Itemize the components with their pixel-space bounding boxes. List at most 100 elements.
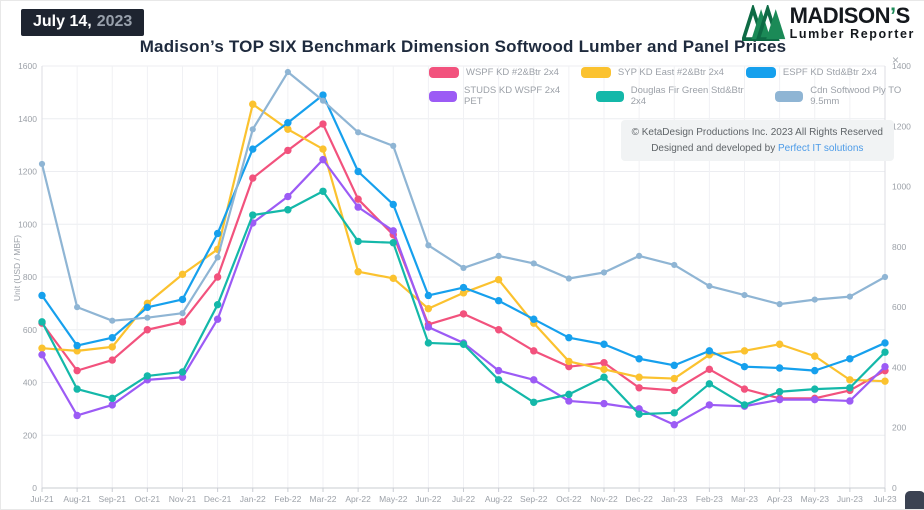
series-point	[284, 125, 292, 133]
series-point	[740, 362, 749, 371]
series-point	[459, 289, 468, 297]
legend-item-0[interactable]: WSPF KD #2&Btr 2x4	[429, 67, 559, 78]
legend-swatch-icon	[429, 67, 459, 78]
y-axis-tick-left: 1200	[18, 167, 37, 177]
x-axis-tick: Jul-22	[452, 494, 475, 504]
series-point	[775, 395, 784, 404]
x-axis-tick: Mar-23	[731, 494, 758, 504]
legend-label: Douglas Fir Green Std&Btr 2x4	[630, 85, 744, 107]
y-axis-tick-left: 0	[32, 483, 37, 493]
y-axis-tick-right: 600	[892, 302, 906, 312]
series-point	[635, 373, 643, 381]
chart-legend: WSPF KD #2&Btr 2x4 SYP KD East #2&Btr 2x4…	[429, 67, 924, 107]
series-point	[495, 252, 502, 259]
series-point	[635, 384, 643, 392]
y-axis-tick-left: 1400	[18, 114, 37, 124]
series-point	[319, 187, 327, 195]
legend-label: SYP KD East #2&Btr 2x4	[617, 67, 724, 78]
x-axis-tick: Jul-21	[30, 494, 53, 504]
y-axis-tick-right: 1000	[892, 182, 911, 192]
series-point	[846, 384, 854, 392]
series-point	[355, 129, 362, 136]
series-point	[635, 355, 643, 363]
series-point	[389, 200, 397, 209]
series-point	[775, 364, 784, 372]
date-badge-date: July 14,	[33, 13, 92, 30]
x-axis-tick: Jun-23	[837, 494, 863, 504]
y-axis-tick-left: 800	[23, 272, 37, 282]
series-point	[354, 237, 362, 246]
series-point	[740, 385, 749, 393]
x-axis-tick: Sep-21	[99, 494, 127, 504]
x-axis-tick: Feb-23	[696, 494, 723, 504]
corner-floating-button[interactable]	[905, 491, 924, 509]
series-point	[214, 254, 221, 261]
series-point	[424, 323, 433, 331]
series-point	[741, 291, 748, 299]
series-point	[459, 310, 468, 318]
series-point	[108, 333, 116, 342]
series-point	[178, 270, 187, 279]
y-axis-tick-left: 1000	[18, 219, 37, 229]
series-point	[249, 100, 257, 108]
series-point	[73, 347, 81, 355]
series-point	[108, 394, 116, 403]
series-point	[284, 146, 292, 155]
developer-link[interactable]: Perfect IT solutions	[777, 142, 864, 154]
series-point	[319, 120, 327, 128]
madisons-logo: MADISON’S Lumber Reporter	[741, 5, 915, 41]
legend-label: ESPF KD Std&Btr 2x4	[782, 67, 877, 78]
x-axis-tick: Jun-22	[415, 494, 441, 504]
series-point	[705, 401, 714, 409]
series-point	[881, 273, 889, 281]
x-axis-tick: Nov-22	[590, 494, 618, 504]
series-point	[636, 252, 643, 259]
series-point	[775, 340, 784, 348]
legend-item-5[interactable]: Cdn Softwood Ply TO 9.5mm	[775, 85, 924, 107]
series-point	[740, 347, 749, 355]
x-axis-tick: Mar-22	[310, 494, 337, 504]
series-point	[459, 340, 468, 348]
legend-item-3[interactable]: STUDS KD WSPF 2x4 PET	[429, 85, 574, 107]
series-point	[635, 410, 643, 418]
series-point	[494, 376, 503, 384]
series-point	[424, 339, 433, 347]
series-point	[389, 227, 397, 235]
series-point	[213, 273, 222, 281]
series-point	[178, 318, 187, 326]
series-point	[319, 145, 327, 153]
y-axis-tick-left: 400	[23, 378, 37, 388]
legend-label: Cdn Softwood Ply TO 9.5mm	[810, 85, 902, 107]
series-point	[38, 344, 46, 352]
legend-swatch-icon	[580, 67, 611, 78]
series-point	[530, 398, 538, 406]
y-axis-tick-left: 200	[23, 430, 37, 440]
series-point	[881, 377, 889, 385]
series-point	[354, 268, 362, 276]
copyright-box: © KetaDesign Productions Inc. 2023 All R…	[620, 120, 894, 161]
series-point	[178, 368, 187, 376]
series-point	[424, 304, 433, 313]
series-point	[213, 300, 222, 309]
close-icon[interactable]: ×	[891, 53, 899, 67]
legend-item-2[interactable]: ESPF KD Std&Btr 2x4	[745, 67, 877, 78]
series-point	[74, 304, 81, 311]
legend-item-1[interactable]: SYP KD East #2&Btr 2x4	[580, 67, 724, 78]
series-point	[706, 282, 713, 290]
x-axis-tick: Dec-22	[625, 494, 653, 504]
legend-swatch-icon	[775, 90, 804, 102]
series-point	[740, 401, 749, 409]
series-point	[776, 301, 783, 308]
series-point	[494, 297, 503, 305]
series-point	[213, 315, 222, 323]
y-axis-tick-right: 1200	[892, 121, 911, 131]
series-point	[354, 203, 362, 211]
series-point	[389, 274, 397, 283]
legend-item-4[interactable]: Douglas Fir Green Std&Btr 2x4	[595, 85, 754, 107]
series-point	[38, 291, 46, 300]
series-point	[249, 211, 257, 219]
series-point	[600, 359, 608, 367]
legend-label: WSPF KD #2&Btr 2x4	[466, 67, 559, 78]
x-axis-tick: Oct-22	[556, 494, 582, 504]
